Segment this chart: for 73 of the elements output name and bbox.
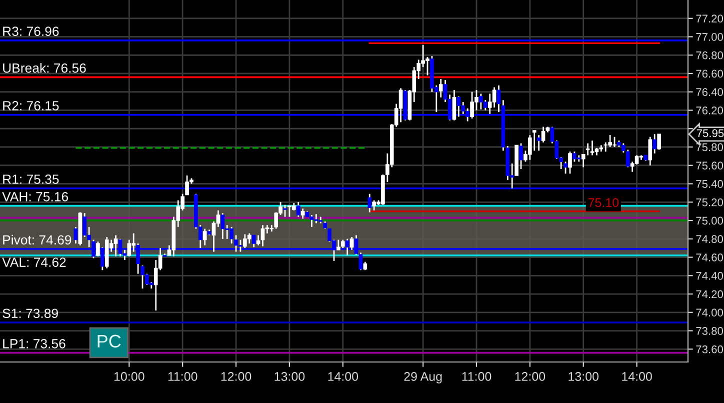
candlestick	[532, 130, 536, 152]
candlestick	[202, 228, 207, 246]
y-tick-label: 74.20	[696, 290, 724, 298]
ref-line-label: LP1: 73.56	[3, 339, 66, 348]
x-tick-label: 14:00	[328, 372, 358, 381]
candlestick	[586, 142, 590, 156]
candlestick	[300, 208, 305, 220]
y-tick-label: 76.20	[696, 106, 724, 114]
x-tick-label: 29 Aug	[404, 372, 442, 384]
candlestick	[483, 99, 488, 111]
candlestick	[336, 239, 340, 251]
ref-line-label: S1: 73.89	[2, 308, 58, 318]
x-tick-label: 12:00	[221, 372, 252, 381]
candlestick	[350, 236, 354, 251]
candlestick	[648, 136, 652, 166]
x-tick-label: 13:00	[274, 372, 305, 381]
y-tick-label: 77.00	[696, 33, 724, 41]
candlestick	[492, 86, 496, 108]
ref-line-label: R2: 76.15	[3, 101, 59, 110]
ref-line-label: VAH: 75.16	[2, 192, 68, 202]
candlestick	[536, 134, 541, 152]
candlestick	[310, 214, 314, 228]
y-tick-label: 75.80	[696, 143, 724, 152]
candlestick	[541, 126, 546, 144]
ref-line-label: UBreak: 76.56	[3, 63, 86, 73]
x-tick-label: 10:00	[114, 372, 144, 381]
y-tick-label: 75.00	[696, 216, 724, 225]
y-tick-label: 74.00	[696, 308, 724, 317]
candlestick	[634, 154, 639, 166]
candlestick	[314, 213, 318, 224]
x-tick-label: 12:00	[515, 372, 546, 381]
candlestick	[452, 89, 456, 122]
candlestick	[260, 224, 265, 247]
candlestick	[127, 239, 132, 258]
x-tick-label: 14:00	[622, 372, 652, 381]
candlestick	[438, 78, 443, 98]
ref-line-label: R1: 75.35	[3, 174, 59, 184]
y-tick-label: 75.60	[696, 162, 724, 170]
y-tick-label: 75.40	[696, 180, 724, 188]
y-tick-label: 76.40	[696, 88, 724, 96]
candlestick	[398, 88, 403, 123]
y-tick-label: 73.60	[696, 345, 724, 354]
annotation: PC	[98, 334, 121, 348]
y-tick-label: 73.80	[696, 327, 724, 335]
x-tick-label: 11:00	[168, 372, 198, 381]
candlestick	[247, 232, 252, 244]
candlestick	[590, 140, 594, 156]
candlestick	[358, 252, 363, 271]
candlestick	[368, 193, 372, 213]
candlestick	[256, 234, 260, 246]
y-tick-label: 76.60	[696, 70, 724, 78]
candlestick	[114, 234, 118, 258]
candlestick	[657, 133, 661, 150]
series-label: 75.10	[588, 198, 619, 208]
ref-line-label: R3: 76.96	[3, 26, 59, 36]
candlestick	[296, 201, 300, 218]
x-tick-label: 11:00	[462, 372, 492, 381]
y-tick-label: 74.80	[696, 235, 724, 244]
ref-line-label: VAL: 74.62	[2, 258, 66, 267]
candlestick	[220, 212, 225, 240]
candlestick	[568, 150, 572, 174]
candlestick	[496, 84, 501, 113]
candlestick	[626, 149, 630, 168]
y-tick-label: 74.60	[696, 254, 724, 262]
text: 75.95	[696, 129, 724, 138]
x-tick-label: 13:00	[568, 372, 599, 381]
candlestick	[604, 142, 608, 152]
y-tick-label: 77.20	[696, 14, 724, 23]
y-tick-label: 75.20	[696, 198, 724, 206]
ref-line-label: Pivot: 74.69	[3, 234, 72, 245]
candlestick	[488, 93, 492, 115]
y-tick-label: 74.40	[696, 272, 724, 280]
y-tick-label: 76.80	[696, 51, 724, 60]
